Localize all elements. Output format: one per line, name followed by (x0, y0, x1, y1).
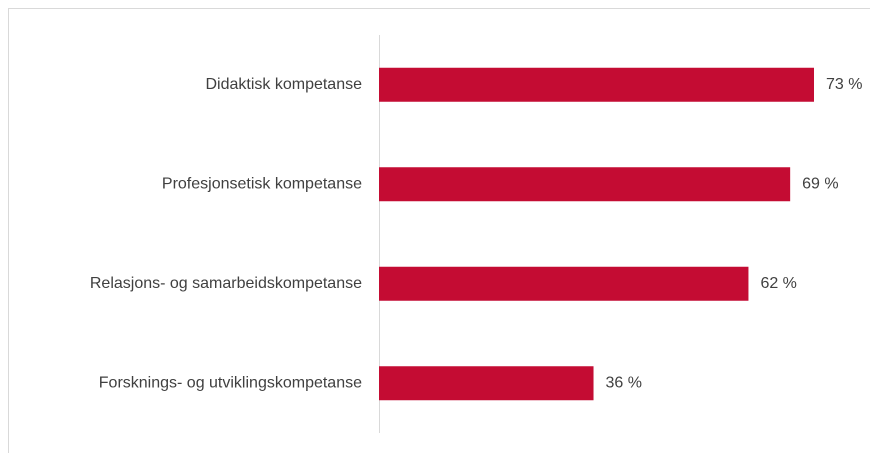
value-label: 73 % (826, 76, 862, 93)
bar (379, 366, 594, 401)
category-label: Relasjons- og samarbeidskompetanse (90, 275, 362, 292)
value-label: 69 % (802, 175, 838, 192)
category-label: Forsknings- og utviklingskompetanse (99, 374, 362, 391)
category-label: Profesjonsetisk kompetanse (162, 175, 362, 192)
bar (379, 266, 749, 301)
value-label: 36 % (606, 374, 642, 391)
bar (379, 167, 791, 202)
category-label: Didaktisk kompetanse (205, 76, 362, 93)
bar (379, 67, 814, 102)
value-label: 62 % (760, 275, 796, 292)
